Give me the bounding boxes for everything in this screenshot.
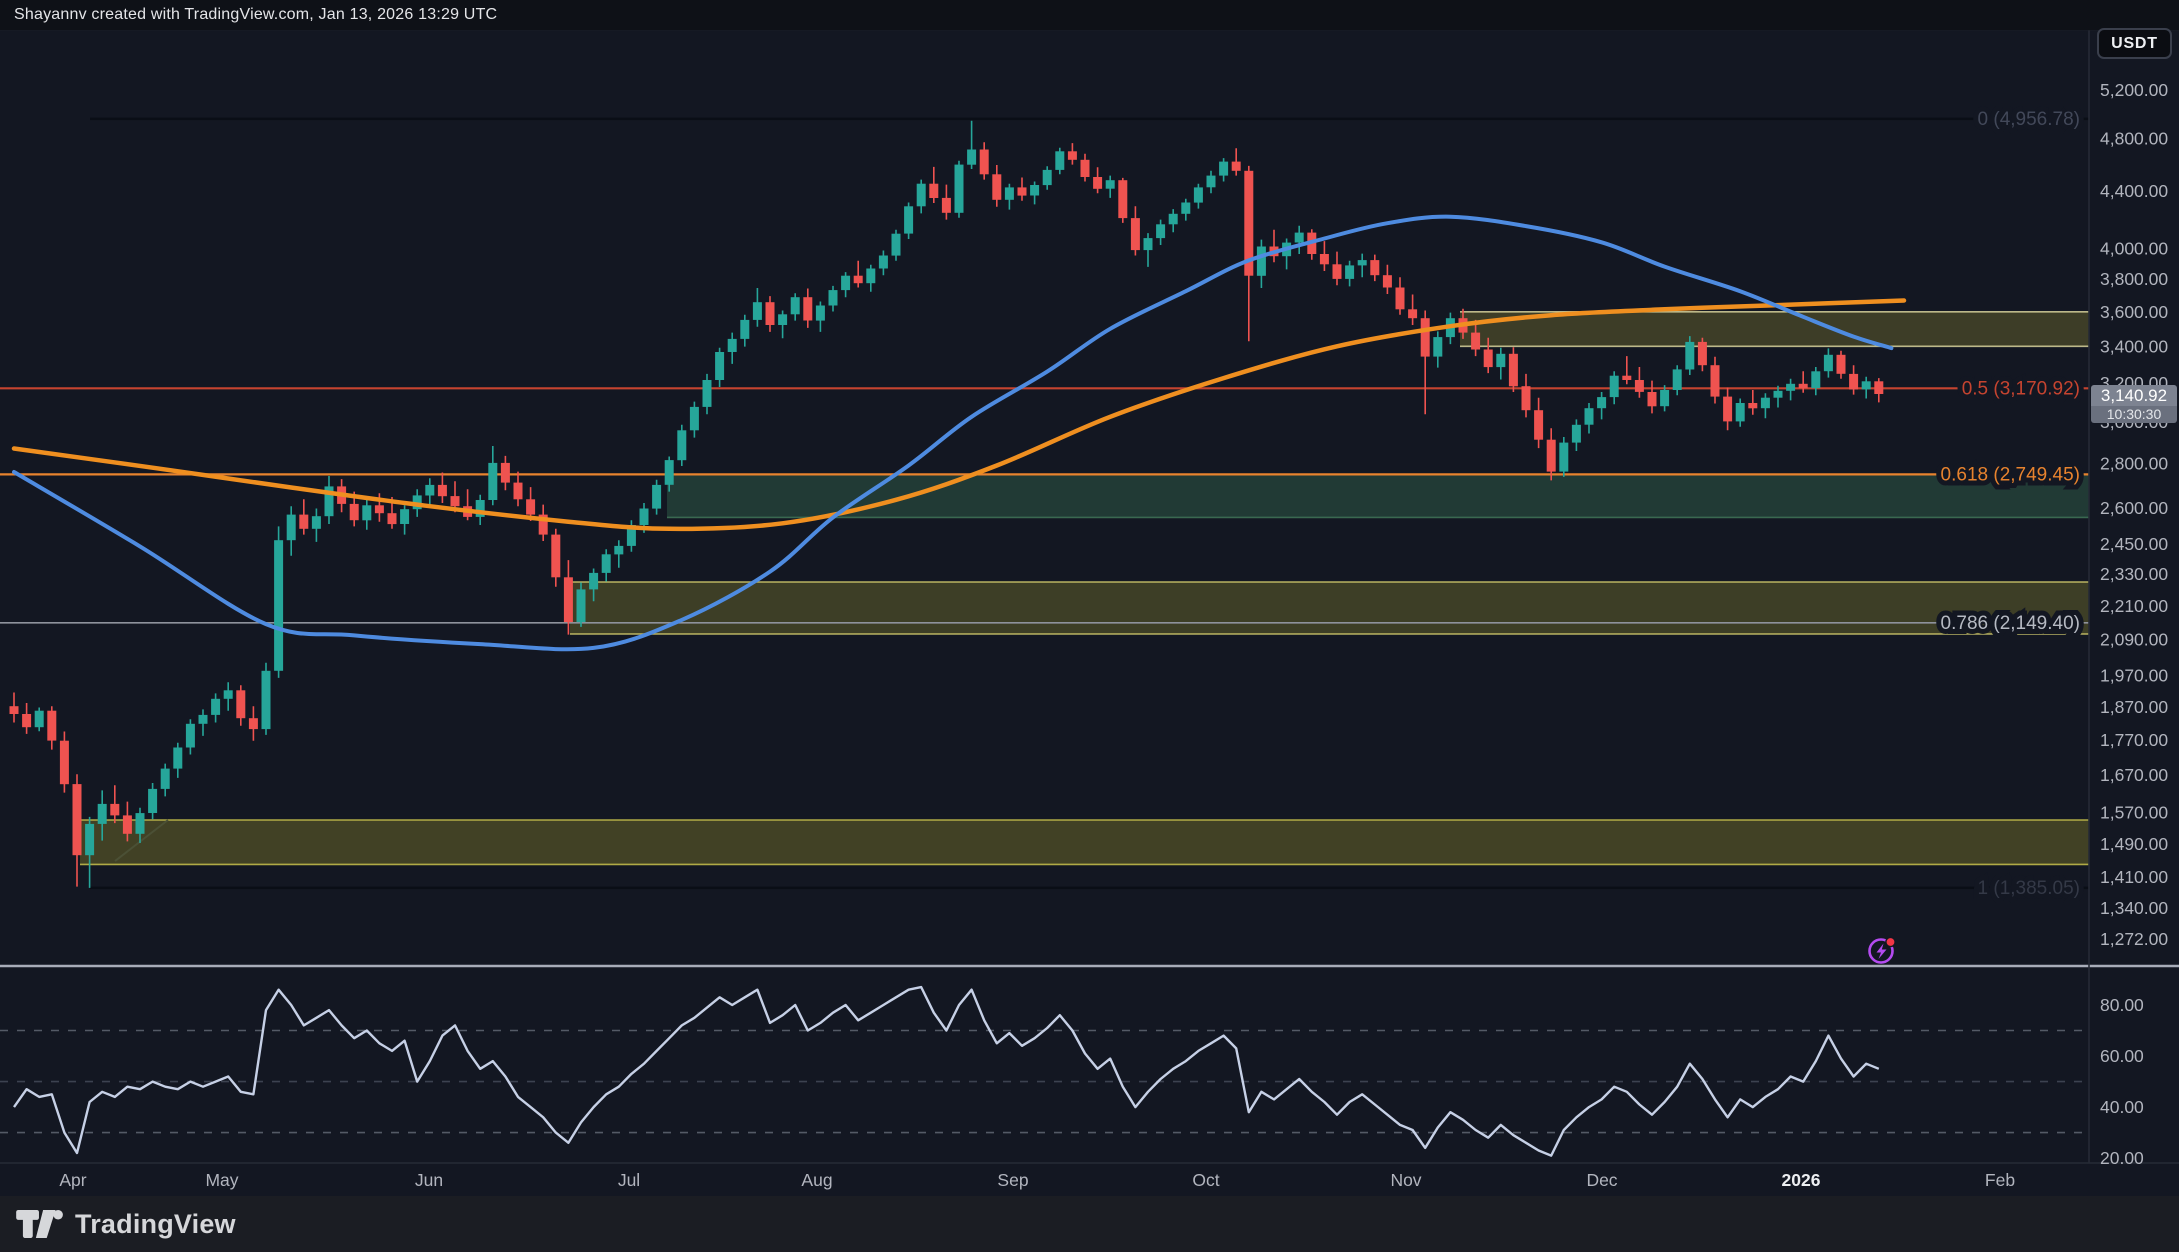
events-notification-button[interactable] xyxy=(1862,931,1902,971)
svg-text:1,272.00: 1,272.00 xyxy=(2100,929,2168,949)
svg-text:0 (4,956.78): 0 (4,956.78) xyxy=(1978,109,2080,130)
svg-text:1,410.00: 1,410.00 xyxy=(2100,867,2168,887)
svg-text:1,870.00: 1,870.00 xyxy=(2100,697,2168,717)
tradingview-logo-icon xyxy=(16,1209,63,1238)
svg-text:2,210.00: 2,210.00 xyxy=(2100,596,2168,616)
svg-text:1,490.00: 1,490.00 xyxy=(2100,834,2168,854)
quote-currency-button[interactable]: USDT xyxy=(2097,28,2172,59)
svg-text:2,090.00: 2,090.00 xyxy=(2100,630,2168,650)
svg-text:Feb: Feb xyxy=(1985,1170,2015,1190)
svg-text:0.786 (2,149.40): 0.786 (2,149.40) xyxy=(1941,613,2080,634)
svg-text:Oct: Oct xyxy=(1192,1170,1219,1190)
svg-text:3,800.00: 3,800.00 xyxy=(2100,269,2168,289)
fib-trendline-segment xyxy=(114,819,169,862)
last-price-axis-badge: 3,140.92 10:30:30 xyxy=(2091,385,2177,423)
svg-text:1,770.00: 1,770.00 xyxy=(2100,730,2168,750)
chart-attribution: Shayannv created with TradingView.com, J… xyxy=(14,6,498,23)
svg-text:Dec: Dec xyxy=(1586,1170,1617,1190)
rsi-pane[interactable] xyxy=(0,968,2089,1163)
svg-text:1,570.00: 1,570.00 xyxy=(2100,802,2168,822)
svg-text:Sep: Sep xyxy=(997,1170,1028,1190)
svg-text:2,450.00: 2,450.00 xyxy=(2100,534,2168,554)
footer-bar: TradingView xyxy=(0,1196,2179,1252)
svg-text:May: May xyxy=(205,1170,238,1190)
svg-text:80.00: 80.00 xyxy=(2100,995,2144,1015)
time-axis-labels: Apr May Jun Jul Aug Sep Oct Nov Dec 2026 Feb xyxy=(59,1170,2015,1190)
svg-text:Jun: Jun xyxy=(415,1170,443,1190)
svg-text:1,670.00: 1,670.00 xyxy=(2100,765,2168,785)
fib-labels: 0 (4,956.78) 0.5 (3,170.92) 0.618 (2,749.4… xyxy=(1936,104,2085,904)
zone-resistance-zone xyxy=(1460,311,2089,347)
svg-text:Apr: Apr xyxy=(59,1170,86,1190)
rsi-line xyxy=(13,985,1880,1157)
candle-countdown: 10:30:30 xyxy=(2091,406,2177,423)
price-axis[interactable] xyxy=(2089,30,2179,1163)
price-axis-labels: 5,200.00 4,800.00 4,400.00 4,000.00 3,800.00… xyxy=(2100,80,2168,949)
svg-text:20.00: 20.00 xyxy=(2100,1148,2144,1168)
notification-dot xyxy=(1885,936,1896,948)
rsi-axis-labels: 80.00 60.00 40.00 20.00 xyxy=(2100,995,2144,1168)
candle-bodies-up xyxy=(34,149,1871,856)
lightning-icon xyxy=(1868,936,1896,964)
ma-slow-orange xyxy=(11,298,1907,532)
zone-bottom-support-zone xyxy=(80,820,2089,865)
svg-text:4,000.00: 4,000.00 xyxy=(2100,238,2168,258)
svg-text:2,330.00: 2,330.00 xyxy=(2100,564,2168,584)
svg-text:0.5 (3,170.92): 0.5 (3,170.92) xyxy=(1962,378,2080,399)
main-pane-layers xyxy=(0,117,2089,890)
tradingview-logo[interactable]: TradingView xyxy=(16,1209,236,1240)
svg-text:Aug: Aug xyxy=(801,1170,832,1190)
svg-text:4,800.00: 4,800.00 xyxy=(2100,128,2168,148)
svg-text:Jul: Jul xyxy=(618,1170,640,1190)
svg-text:60.00: 60.00 xyxy=(2100,1046,2144,1066)
time-axis[interactable] xyxy=(0,1163,2089,1196)
bolt-glyph xyxy=(1876,943,1887,959)
svg-text:40.00: 40.00 xyxy=(2100,1097,2144,1117)
svg-text:1 (1,385.05): 1 (1,385.05) xyxy=(1978,878,2080,899)
svg-text:4,400.00: 4,400.00 xyxy=(2100,181,2168,201)
top-strip xyxy=(0,0,2179,30)
svg-text:3,400.00: 3,400.00 xyxy=(2100,336,2168,356)
price-pane[interactable] xyxy=(0,30,2089,966)
tradingview-wordmark: TradingView xyxy=(75,1208,236,1239)
svg-text:1,340.00: 1,340.00 xyxy=(2100,898,2168,918)
svg-text:2,600.00: 2,600.00 xyxy=(2100,498,2168,518)
svg-text:5,200.00: 5,200.00 xyxy=(2100,80,2168,100)
svg-text:0.618 (2,749.45): 0.618 (2,749.45) xyxy=(1941,464,2080,485)
svg-text:2026: 2026 xyxy=(1782,1170,1821,1190)
svg-text:Nov: Nov xyxy=(1390,1170,1421,1190)
ma-fast-blue xyxy=(12,214,1894,652)
candle-bodies-down xyxy=(9,149,1884,856)
last-price-value: 3,140.92 xyxy=(2091,385,2177,406)
rsi-pane-layers xyxy=(0,985,2089,1157)
svg-text:3,600.00: 3,600.00 xyxy=(2100,302,2168,322)
svg-text:2,800.00: 2,800.00 xyxy=(2100,453,2168,473)
zone-mid-support-zone xyxy=(570,582,2089,634)
svg-text:1,970.00: 1,970.00 xyxy=(2100,665,2168,685)
